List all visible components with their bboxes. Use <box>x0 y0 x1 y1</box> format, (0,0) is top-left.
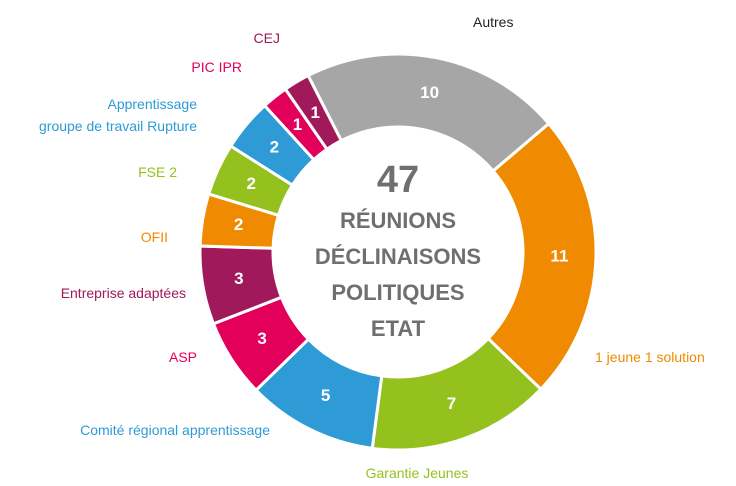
value-label: 3 <box>257 329 266 348</box>
category-label: CEJ <box>253 30 280 46</box>
center-line: DÉCLINAISONS <box>315 244 481 269</box>
category-label: FSE 2 <box>138 164 177 180</box>
center-line: ETAT <box>371 316 426 341</box>
category-label: ASP <box>168 349 197 365</box>
value-label: 2 <box>270 138 279 157</box>
center-line: POLITIQUES <box>331 280 464 305</box>
category-label: Apprentissage groupe de travail Rupture <box>39 96 197 134</box>
value-label: 2 <box>247 174 256 193</box>
center-value: 47 <box>377 159 419 201</box>
category-label: Garantie Jeunes <box>365 465 469 481</box>
center-line: RÉUNIONS <box>340 208 456 233</box>
value-label: 1 <box>293 115 302 134</box>
value-label: 11 <box>550 246 568 265</box>
donut-segment <box>306 52 551 174</box>
value-label: 7 <box>447 394 456 413</box>
category-label: PIC IPR <box>191 59 242 75</box>
value-label: 5 <box>321 386 330 405</box>
value-label: 10 <box>420 83 439 102</box>
category-label: Comité régional apprentissage <box>80 422 270 438</box>
value-label: 3 <box>234 269 243 288</box>
value-label: 1 <box>310 103 319 122</box>
donut-segment <box>486 121 598 392</box>
donut-segment <box>283 73 344 152</box>
category-label: OFII <box>140 229 168 245</box>
value-label: 2 <box>234 215 243 234</box>
category-label: 1 jeune 1 solution <box>595 349 705 365</box>
category-label: Autres <box>473 14 514 30</box>
category-label: Entreprise adaptées <box>60 285 186 301</box>
